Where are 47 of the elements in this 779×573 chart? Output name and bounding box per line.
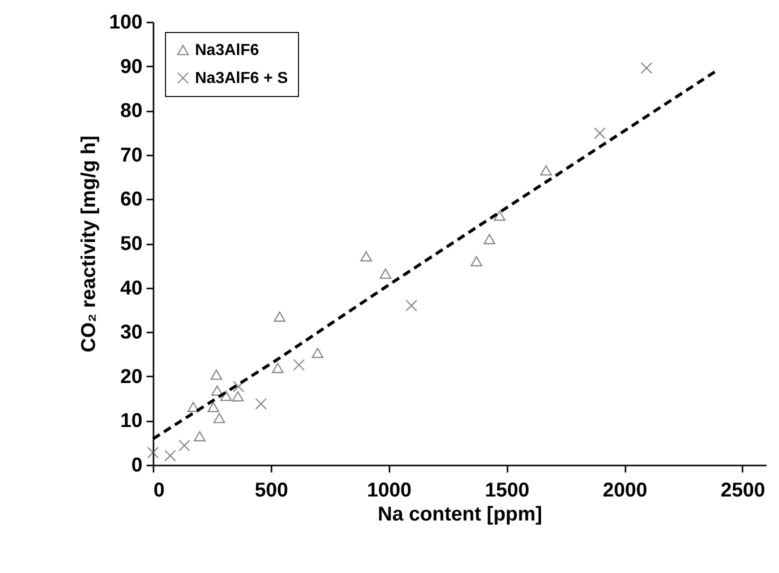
point: [540, 165, 552, 176]
y-tick-label: 20: [120, 366, 142, 388]
point: [274, 311, 286, 322]
y-tick-label: 80: [120, 100, 142, 122]
y-tick-label: 30: [120, 322, 142, 344]
y-tick-label: 0: [131, 454, 142, 476]
point: [272, 362, 284, 374]
point: [360, 251, 372, 262]
point: [164, 450, 176, 462]
y-tick-label: 40: [120, 277, 142, 300]
point: [232, 391, 244, 402]
point: [484, 234, 496, 244]
x-tick-label: 1500: [484, 480, 530, 502]
point: [211, 385, 223, 396]
point: [213, 412, 226, 424]
x-tick-label: 0: [154, 480, 165, 502]
point: [293, 359, 305, 371]
point: [194, 431, 206, 442]
legend-label: Na3AlF6 + S: [195, 70, 288, 87]
x-tick-label: 500: [254, 480, 288, 502]
point: [255, 398, 267, 410]
point: [640, 62, 652, 74]
x-axis-title: Na content [ppm]: [378, 504, 542, 526]
point: [147, 446, 159, 458]
point: [187, 402, 200, 412]
point: [178, 440, 190, 452]
point: [220, 390, 232, 402]
point: [470, 256, 482, 266]
x-tick-label: 1000: [367, 480, 412, 502]
legend-label: Na3AlF6: [195, 42, 260, 59]
y-tick-label: 90: [120, 56, 142, 78]
point: [594, 127, 606, 140]
point: [208, 402, 220, 412]
point: [406, 300, 418, 312]
point: [232, 380, 244, 392]
y-tick-label: 60: [120, 188, 142, 211]
x-tick-label: 2500: [720, 480, 766, 502]
point: [312, 348, 324, 358]
y-axis-title: CO₂ reactivity [mg/g h]: [78, 136, 100, 352]
y-tick-label: 100: [109, 12, 142, 34]
point: [494, 210, 506, 221]
y-tick-label: 70: [120, 144, 142, 166]
point: [380, 268, 392, 279]
y-tick-label: 50: [120, 233, 142, 255]
point: [210, 369, 222, 380]
x-tick-label: 2000: [602, 480, 648, 502]
y-tick-label: 10: [120, 410, 142, 432]
